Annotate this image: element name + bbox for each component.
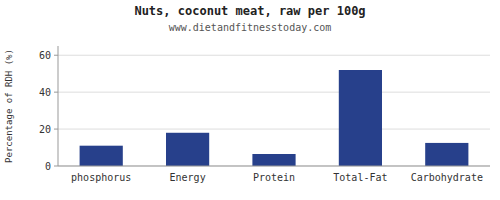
x-tick-label: Energy bbox=[170, 172, 206, 183]
y-tick-label: 40 bbox=[39, 87, 51, 98]
bar bbox=[425, 143, 468, 166]
bars bbox=[80, 70, 469, 166]
y-tick bbox=[54, 166, 58, 167]
bar bbox=[166, 133, 209, 166]
x-tick-label: Carbohydrate bbox=[411, 172, 483, 183]
y-tick bbox=[54, 129, 58, 130]
subtitle: www.dietandfitnesstoday.com bbox=[169, 22, 332, 33]
grid-line bbox=[58, 129, 490, 130]
bar bbox=[80, 146, 123, 166]
y-tick bbox=[54, 55, 58, 56]
y-axis-label: Percentage of RDH (%) bbox=[4, 49, 14, 163]
x-tick-label: Total-Fat bbox=[333, 172, 387, 183]
grid-line bbox=[58, 92, 490, 93]
x-tick-label: Protein bbox=[253, 172, 295, 183]
y-tick-label: 0 bbox=[45, 161, 51, 172]
chart: Nuts, coconut meat, raw per 100g www.diet… bbox=[0, 0, 500, 200]
bar bbox=[252, 154, 295, 166]
y-tick-label: 60 bbox=[39, 50, 51, 61]
grid-line bbox=[58, 55, 490, 56]
x-axis bbox=[58, 166, 490, 167]
y-tick bbox=[54, 92, 58, 93]
bar bbox=[339, 70, 382, 166]
y-tick-label: 20 bbox=[39, 124, 51, 135]
title: Nuts, coconut meat, raw per 100g bbox=[134, 4, 365, 18]
grid-line bbox=[58, 166, 490, 167]
x-tick-label: phosphorus bbox=[71, 172, 131, 183]
y-axis bbox=[58, 46, 59, 166]
